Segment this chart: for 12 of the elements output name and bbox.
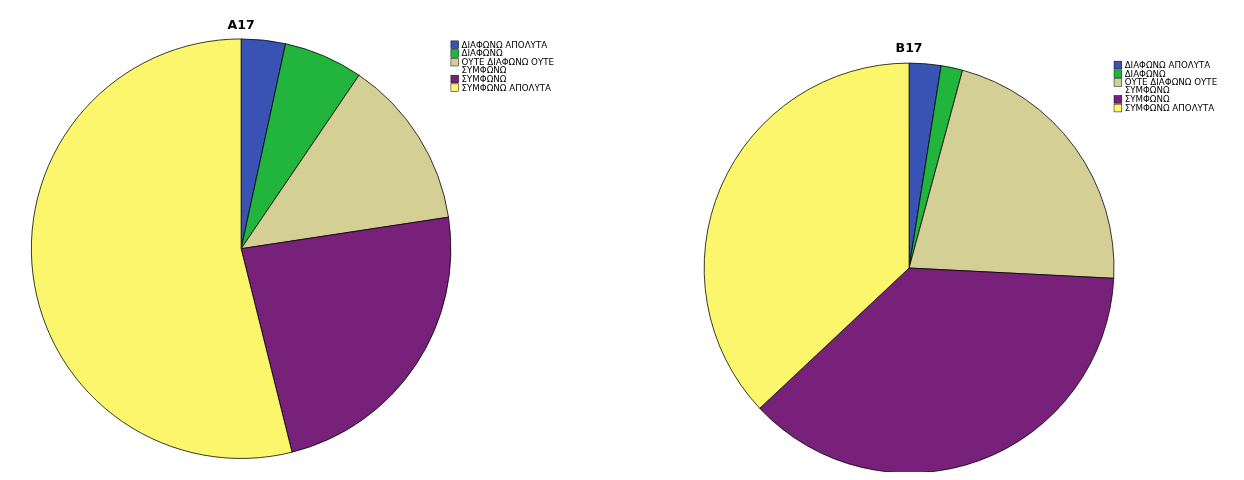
legend-label: ΣΥΜΦΩΝΩ (1124, 94, 1170, 105)
legend-label: ΔΙΑΦΩΝΩ ΑΠΟΛΥΤΑ (1124, 59, 1211, 70)
legend-label: ΔΙΑΦΩΝΩ ΑΠΟΛΥΤΑ (461, 39, 548, 50)
legend-label: ΔΙΑΦΩΝΩ (1124, 68, 1167, 79)
legend-label: ΣΥΜΦΩΝΩ (461, 73, 507, 84)
chart-title: A17 (227, 17, 255, 33)
legend-label: ΣΥΜΦΩΝΩ ΑΠΟΛΥΤΑ (461, 82, 552, 93)
legend-label: ΟΥΤΕ ΔΙΑΦΩΝΩ ΟΥΤΕ ΣΥΜΦΩΝΩ (461, 57, 554, 75)
legend-label: ΔΙΑΦΩΝΩ (461, 48, 503, 59)
legend-label: ΟΥΤΕ ΔΙΑΦΩΝΩ ΟΥΤΕ ΣΥΜΦΩΝΩ (1124, 77, 1218, 96)
chart-title: B17 (895, 40, 923, 56)
legend-label: ΣΥΜΦΩΝΩ ΑΠΟΛΥΤΑ (1124, 102, 1215, 113)
